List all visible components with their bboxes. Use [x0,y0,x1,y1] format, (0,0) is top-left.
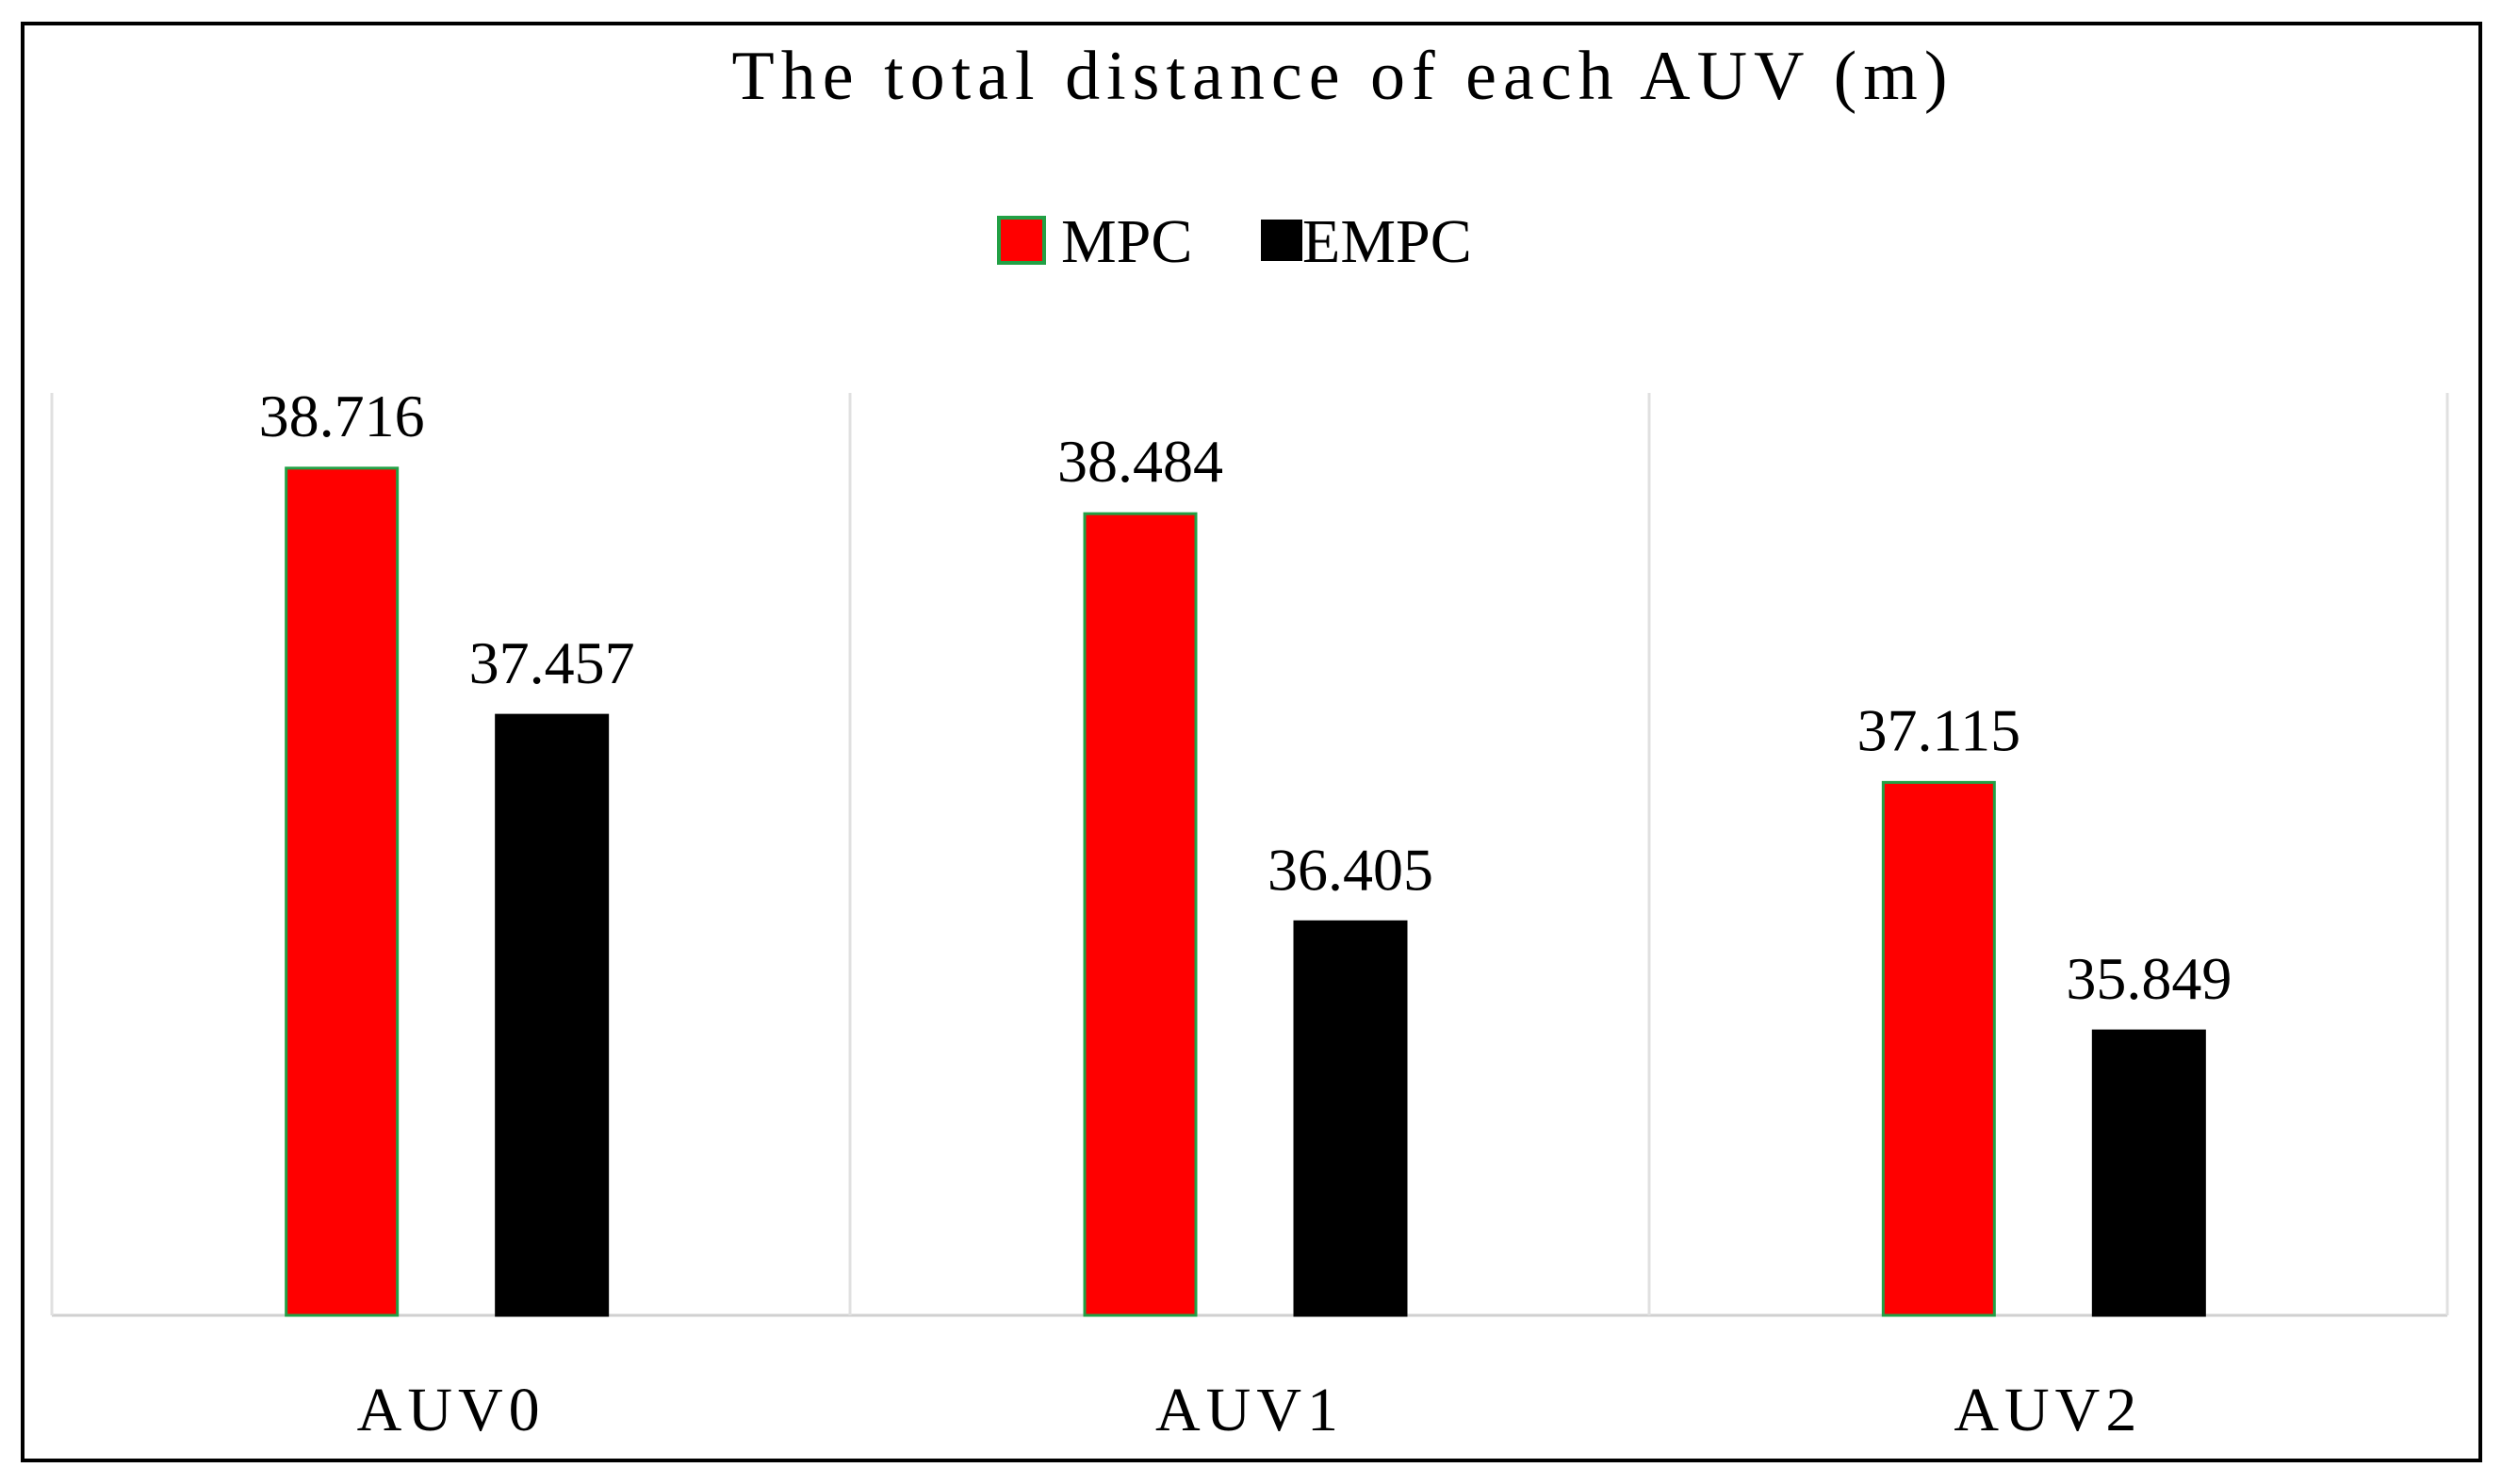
data-label-empc-auv2: 35.849 [2066,945,2232,1012]
legend: MPC EMPC [997,207,1472,276]
data-labels: 38.716 37.457 38.484 36.405 37.115 35.849 [259,383,2232,1012]
chart-title: The total distance of each AUV (m) [732,38,1954,115]
bar-mpc-auv2 [1881,780,1996,1317]
data-label-mpc-auv1: 38.484 [1057,428,1223,495]
legend-label-mpc: MPC [1061,207,1192,276]
bar-empc-auv2 [2091,1029,2206,1317]
data-label-mpc-auv2: 37.115 [1857,696,2021,763]
category-label-auv1: AUV1 [1155,1376,1344,1444]
category-labels: AUV0 AUV1 AUV2 [357,1376,2142,1444]
bar-empc-auv0 [495,713,610,1317]
chart-frame [21,22,2482,1462]
data-label-empc-auv0: 37.457 [469,629,635,696]
category-label-auv2: AUV2 [1954,1376,2142,1444]
bar-empc-auv1 [1293,920,1408,1317]
plot-area [50,393,2449,1317]
category-label-auv0: AUV0 [357,1376,546,1444]
bars [285,466,2206,1317]
legend-swatch-empc [1261,220,1302,261]
legend-label-empc: EMPC [1302,207,1472,276]
data-label-mpc-auv0: 38.716 [259,383,425,449]
data-label-empc-auv1: 36.405 [1267,836,1433,903]
legend-swatch-mpc [997,216,1046,265]
bar-mpc-auv0 [285,466,400,1317]
bar-mpc-auv1 [1083,512,1198,1317]
